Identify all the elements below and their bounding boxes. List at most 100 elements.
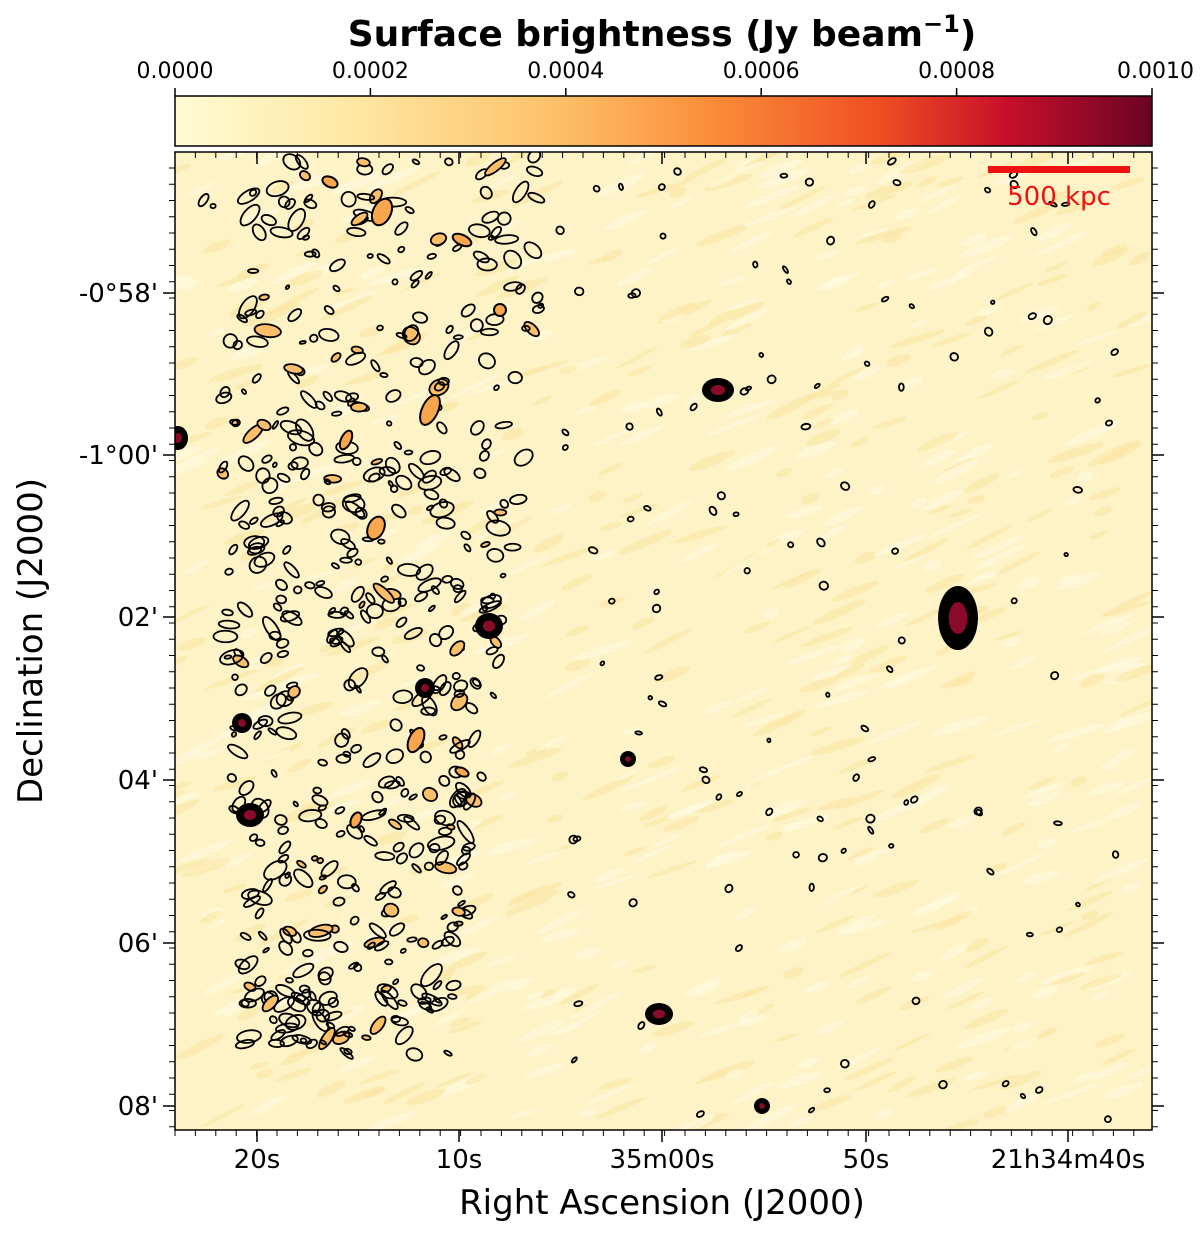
contour — [898, 382, 905, 392]
contour — [259, 652, 273, 665]
contour — [716, 491, 726, 501]
contour — [503, 249, 523, 270]
contour — [476, 771, 487, 782]
contour — [911, 996, 921, 1006]
contour — [637, 1021, 646, 1030]
contour — [521, 324, 531, 332]
contour — [410, 983, 428, 1001]
contour — [449, 640, 466, 657]
contour — [265, 180, 290, 198]
contour — [335, 830, 346, 838]
contour — [228, 543, 239, 556]
y-tick-label: 04' — [118, 766, 158, 796]
contour — [247, 268, 260, 274]
contour — [334, 806, 346, 815]
contour — [399, 947, 407, 954]
contour — [327, 627, 345, 638]
contour — [449, 788, 467, 809]
contour — [743, 567, 751, 575]
contour — [241, 388, 247, 395]
contour — [346, 823, 364, 840]
contour — [734, 944, 743, 952]
contour — [268, 1038, 285, 1048]
contour — [782, 265, 789, 274]
contour — [277, 711, 303, 725]
contour — [444, 157, 454, 167]
contour — [897, 636, 906, 645]
colorbar-tick-label: 0.0010 — [1117, 59, 1194, 84]
contour — [329, 258, 346, 273]
contour — [276, 472, 291, 483]
contour — [443, 340, 460, 361]
contour — [221, 608, 234, 617]
contour — [244, 308, 258, 317]
contour — [415, 563, 434, 581]
contour — [353, 963, 363, 972]
contour — [431, 674, 448, 695]
contour — [419, 450, 442, 466]
contour — [489, 691, 498, 699]
contour — [410, 279, 420, 289]
contour — [391, 503, 407, 519]
contour — [417, 577, 442, 593]
colorbar-tick-label: 0.0002 — [332, 59, 409, 84]
contour — [230, 731, 238, 738]
contour — [253, 730, 262, 741]
radio-source — [475, 613, 503, 639]
contour — [659, 232, 667, 240]
radio-source — [620, 751, 636, 767]
radio-source — [754, 1098, 770, 1114]
contour — [867, 825, 875, 835]
contour — [786, 278, 792, 285]
contour — [653, 588, 660, 596]
contour — [457, 899, 466, 907]
contour — [426, 252, 437, 260]
noise-texture — [175, 152, 1152, 1130]
contour — [1110, 348, 1119, 356]
contour — [493, 508, 508, 517]
contour — [443, 930, 462, 948]
contour — [276, 650, 290, 659]
contour — [248, 542, 266, 555]
contour — [840, 847, 847, 854]
contour — [1035, 1086, 1044, 1094]
contour — [289, 443, 298, 452]
contour — [350, 401, 368, 413]
contour-bright — [366, 515, 386, 541]
contour — [293, 585, 303, 595]
contour — [1111, 850, 1120, 859]
contour — [469, 677, 482, 690]
contour — [236, 313, 248, 324]
contour — [570, 1056, 578, 1064]
contour — [647, 695, 654, 701]
x-tick-label: 10s — [436, 1145, 483, 1175]
contour — [251, 223, 267, 242]
contour — [445, 979, 462, 992]
contour — [293, 868, 314, 889]
contour — [625, 422, 634, 431]
contour — [484, 157, 507, 177]
contour — [374, 940, 390, 952]
contour — [300, 390, 318, 409]
contour — [232, 339, 243, 351]
contour — [887, 157, 897, 166]
contour — [384, 780, 401, 790]
contour — [377, 775, 396, 789]
contour — [860, 724, 870, 733]
contour — [592, 184, 601, 193]
contour — [332, 896, 346, 907]
contour — [379, 880, 397, 895]
contour — [342, 1030, 354, 1039]
contour — [515, 283, 526, 295]
colorbar-tick-label: 0.0006 — [723, 59, 800, 84]
contour — [494, 234, 520, 245]
contour — [217, 619, 241, 630]
colorbar-tick-label: 0.0008 — [918, 59, 995, 84]
contour — [279, 927, 293, 945]
contour — [503, 281, 523, 292]
y-tick-label: 06' — [118, 929, 158, 959]
contour — [387, 886, 402, 899]
contour — [503, 542, 522, 552]
contour — [299, 1037, 308, 1044]
